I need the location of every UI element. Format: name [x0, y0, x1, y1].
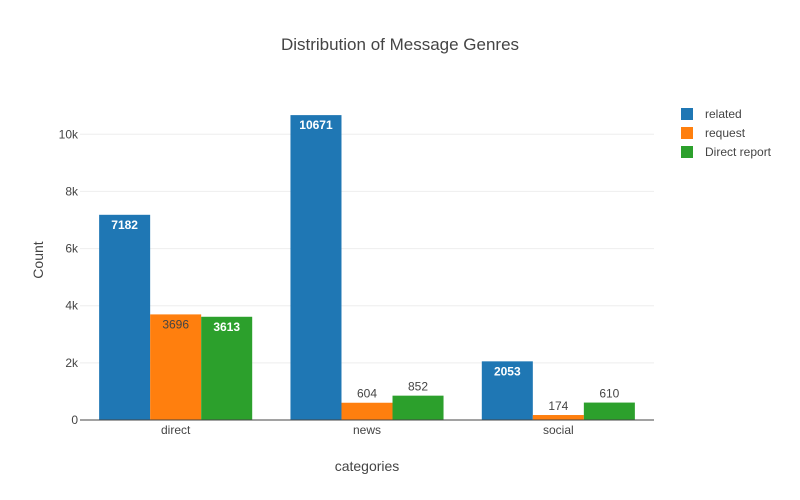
- gridlines: [80, 133, 654, 364]
- data-label: 2053: [494, 364, 521, 378]
- data-label: 7182: [111, 218, 138, 232]
- bar-direct-report[interactable]: [201, 316, 253, 420]
- bars: 7182 3696 3613 10671 604 852 2053 174 610: [99, 115, 635, 420]
- bar-related[interactable]: [290, 115, 342, 420]
- legend-swatch[interactable]: [681, 108, 693, 120]
- y-tick-label: 6k: [65, 242, 79, 256]
- data-label: 604: [357, 387, 377, 401]
- x-tick-label: news: [353, 423, 381, 437]
- legend-swatch[interactable]: [681, 146, 693, 158]
- y-axis-title: Count: [30, 241, 46, 278]
- bar-request[interactable]: [532, 415, 584, 420]
- data-label: 3613: [213, 320, 240, 334]
- x-tick-label: direct: [161, 423, 191, 437]
- x-axis-title: categories: [335, 458, 400, 474]
- data-label: 610: [599, 387, 619, 401]
- legend-label[interactable]: request: [705, 126, 746, 140]
- y-tick-label: 8k: [65, 184, 79, 198]
- y-tick-label: 2k: [65, 356, 79, 370]
- axes: 0 2k 4k 6k 8k 10k direct news social: [59, 127, 654, 437]
- legend-label[interactable]: related: [705, 107, 742, 121]
- legend-label[interactable]: Direct report: [705, 145, 772, 159]
- data-label: 174: [548, 399, 568, 413]
- data-label: 852: [408, 380, 428, 394]
- bar-direct-report[interactable]: [583, 402, 635, 420]
- bar-related[interactable]: [481, 361, 533, 420]
- data-label: 3696: [162, 317, 189, 331]
- y-tick-label: 4k: [65, 299, 79, 313]
- chart-title: Distribution of Message Genres: [281, 35, 519, 54]
- legend[interactable]: related request Direct report: [681, 107, 772, 159]
- x-tick-label: social: [543, 423, 574, 437]
- legend-swatch[interactable]: [681, 127, 693, 139]
- y-tick-label: 10k: [59, 127, 79, 141]
- bar-direct-report[interactable]: [392, 395, 444, 420]
- y-tick-label: 0: [71, 413, 78, 427]
- data-label: 10671: [299, 118, 333, 132]
- bar-request[interactable]: [150, 314, 202, 420]
- bar-request[interactable]: [341, 402, 393, 420]
- bar-related[interactable]: [99, 214, 151, 420]
